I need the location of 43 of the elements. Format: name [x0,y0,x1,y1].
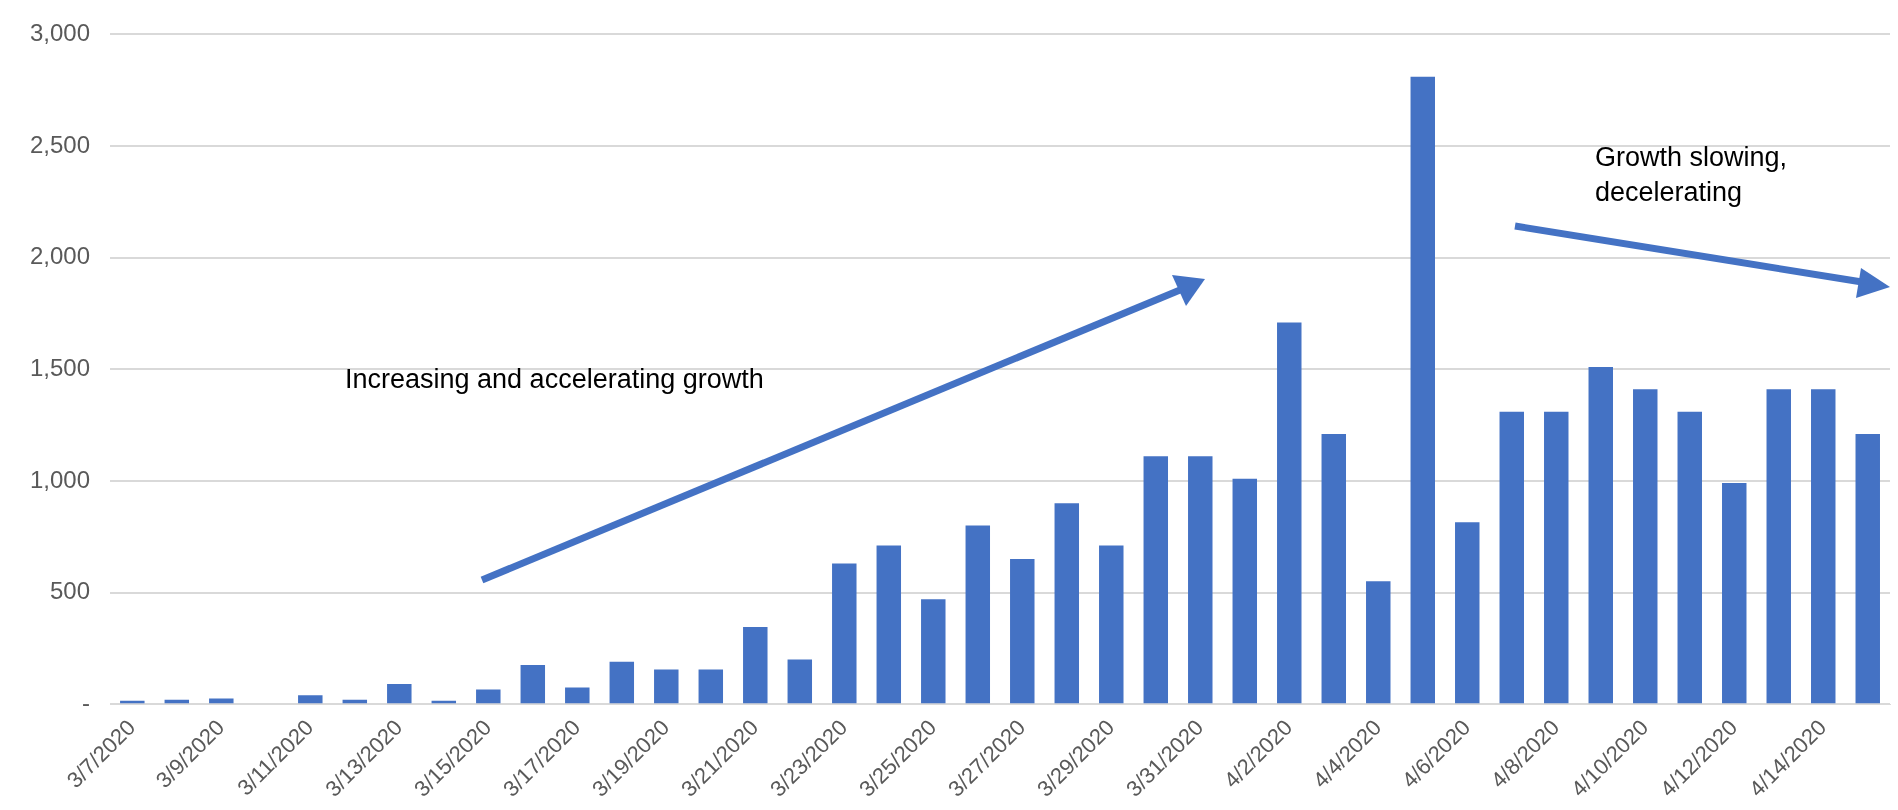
bar [698,669,724,704]
bar [476,689,501,704]
bar [520,665,546,704]
bar [1499,411,1524,704]
bar [921,599,946,704]
bar [1544,411,1569,704]
bar [609,661,635,704]
bar [1766,389,1791,704]
bar [832,563,857,704]
annotation: Growth slowing, decelerating [1595,141,1788,210]
bar [1722,483,1747,704]
bar [1588,367,1613,704]
bar [1855,434,1880,704]
bar [1054,503,1080,704]
y-tick-label: - [82,688,91,716]
bar [298,695,323,704]
bar [1321,434,1347,704]
bar [876,545,902,704]
bar [1811,389,1836,704]
bar [1188,456,1213,704]
bar [1143,456,1169,704]
bar [1010,559,1035,704]
y-tick-label: 2,000 [30,242,91,270]
y-tick-label: 2,500 [30,130,91,158]
annotation: Increasing and accelerating growth [345,363,764,396]
bar [1366,581,1391,704]
bar [1677,411,1702,704]
bar [654,669,679,704]
bar [1633,389,1658,704]
bar [387,684,412,704]
bar [787,659,813,704]
y-tick-label: 3,000 [30,19,91,47]
y-tick-label: 500 [50,577,91,605]
bar [565,687,590,704]
bar [1099,545,1124,704]
bar [1410,76,1435,704]
bar [1232,478,1258,704]
bar [1455,522,1480,704]
y-tick-label: 1,500 [30,353,91,381]
bar [743,627,768,704]
bar [965,525,991,704]
bar [1277,322,1302,704]
y-tick-label: 1,000 [30,465,91,493]
